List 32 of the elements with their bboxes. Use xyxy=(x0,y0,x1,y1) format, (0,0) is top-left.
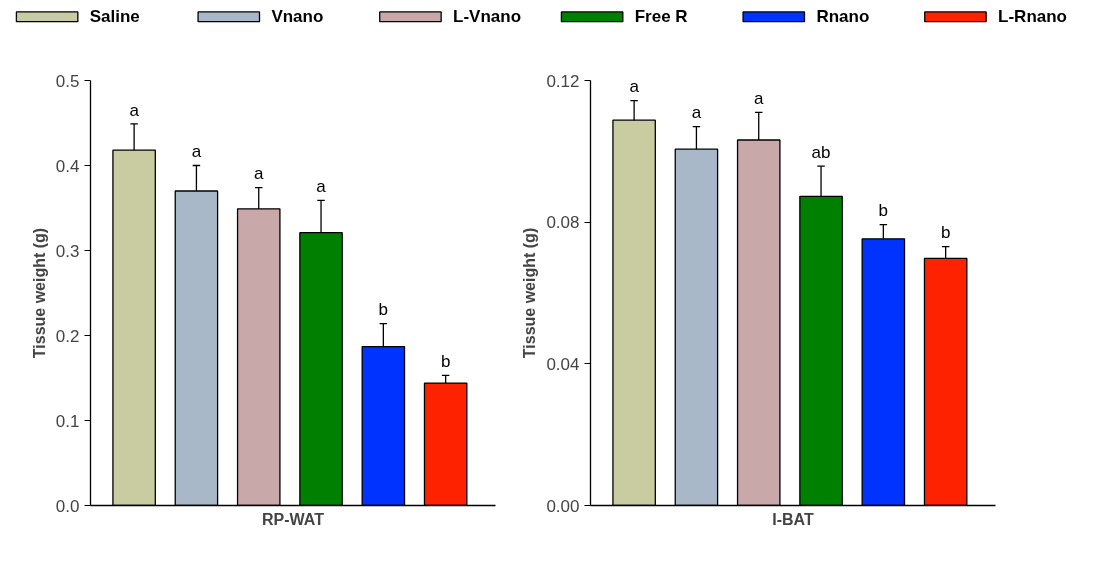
x-axis-title: I-BAT xyxy=(772,510,814,528)
y-tick-label: 0.2 xyxy=(55,326,80,346)
y-tick-label: 0.1 xyxy=(55,411,80,431)
y-tick-label: 0.08 xyxy=(546,213,580,233)
annotation: a xyxy=(754,89,764,109)
annotation: a xyxy=(316,177,327,197)
legend-label: L-Rnano xyxy=(998,7,1067,27)
annotation: b xyxy=(440,352,451,372)
legend-label: L-Vnano xyxy=(453,7,522,27)
y-tick-label: 0.5 xyxy=(55,71,80,91)
annotation: a xyxy=(691,103,702,123)
y-axis-title: Tissue weight (g) xyxy=(521,227,539,359)
legend-label: Free R xyxy=(634,7,688,27)
annotation: a xyxy=(629,77,640,97)
legend-label: Saline xyxy=(89,7,140,27)
y-axis-title: Tissue weight (g) xyxy=(30,227,48,359)
annotation: b xyxy=(940,223,951,243)
y-tick-label: 0.4 xyxy=(55,156,80,176)
y-tick-label: 0.12 xyxy=(546,71,580,91)
legend-label: Rnano xyxy=(816,7,870,27)
y-tick-label: 0.04 xyxy=(546,354,580,374)
annotation: a xyxy=(254,164,264,184)
legend-label: Vnano xyxy=(271,7,324,27)
annotation: ab xyxy=(811,142,831,162)
y-tick-label: 0.0 xyxy=(55,496,80,516)
annotation: b xyxy=(878,201,889,221)
annotation: a xyxy=(191,142,202,162)
y-tick-label: 0.00 xyxy=(546,496,580,516)
x-axis-title: RP-WAT xyxy=(262,510,325,528)
annotation: b xyxy=(378,300,389,320)
y-tick-label: 0.3 xyxy=(55,241,80,261)
annotation: a xyxy=(129,100,140,120)
